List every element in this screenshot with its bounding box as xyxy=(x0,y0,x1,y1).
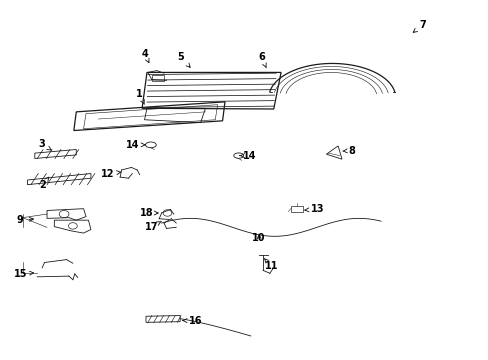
Text: 6: 6 xyxy=(258,52,266,68)
Text: 10: 10 xyxy=(252,233,265,243)
Text: 5: 5 xyxy=(177,52,190,67)
Bar xyxy=(290,206,303,212)
Text: 14: 14 xyxy=(125,140,145,150)
Text: 16: 16 xyxy=(183,316,202,325)
Bar xyxy=(152,75,163,81)
Text: 2: 2 xyxy=(39,177,49,190)
Text: 12: 12 xyxy=(101,168,121,179)
Text: 14: 14 xyxy=(239,150,256,161)
Text: 11: 11 xyxy=(264,258,278,271)
Text: 4: 4 xyxy=(141,49,149,63)
Text: 15: 15 xyxy=(14,269,33,279)
Text: 17: 17 xyxy=(145,221,161,231)
Text: 9: 9 xyxy=(17,215,33,225)
Text: 8: 8 xyxy=(342,145,354,156)
Text: 1: 1 xyxy=(136,89,144,104)
Text: 18: 18 xyxy=(140,208,158,218)
Text: 7: 7 xyxy=(412,20,425,32)
Text: 3: 3 xyxy=(39,139,51,150)
Text: 13: 13 xyxy=(304,204,324,215)
